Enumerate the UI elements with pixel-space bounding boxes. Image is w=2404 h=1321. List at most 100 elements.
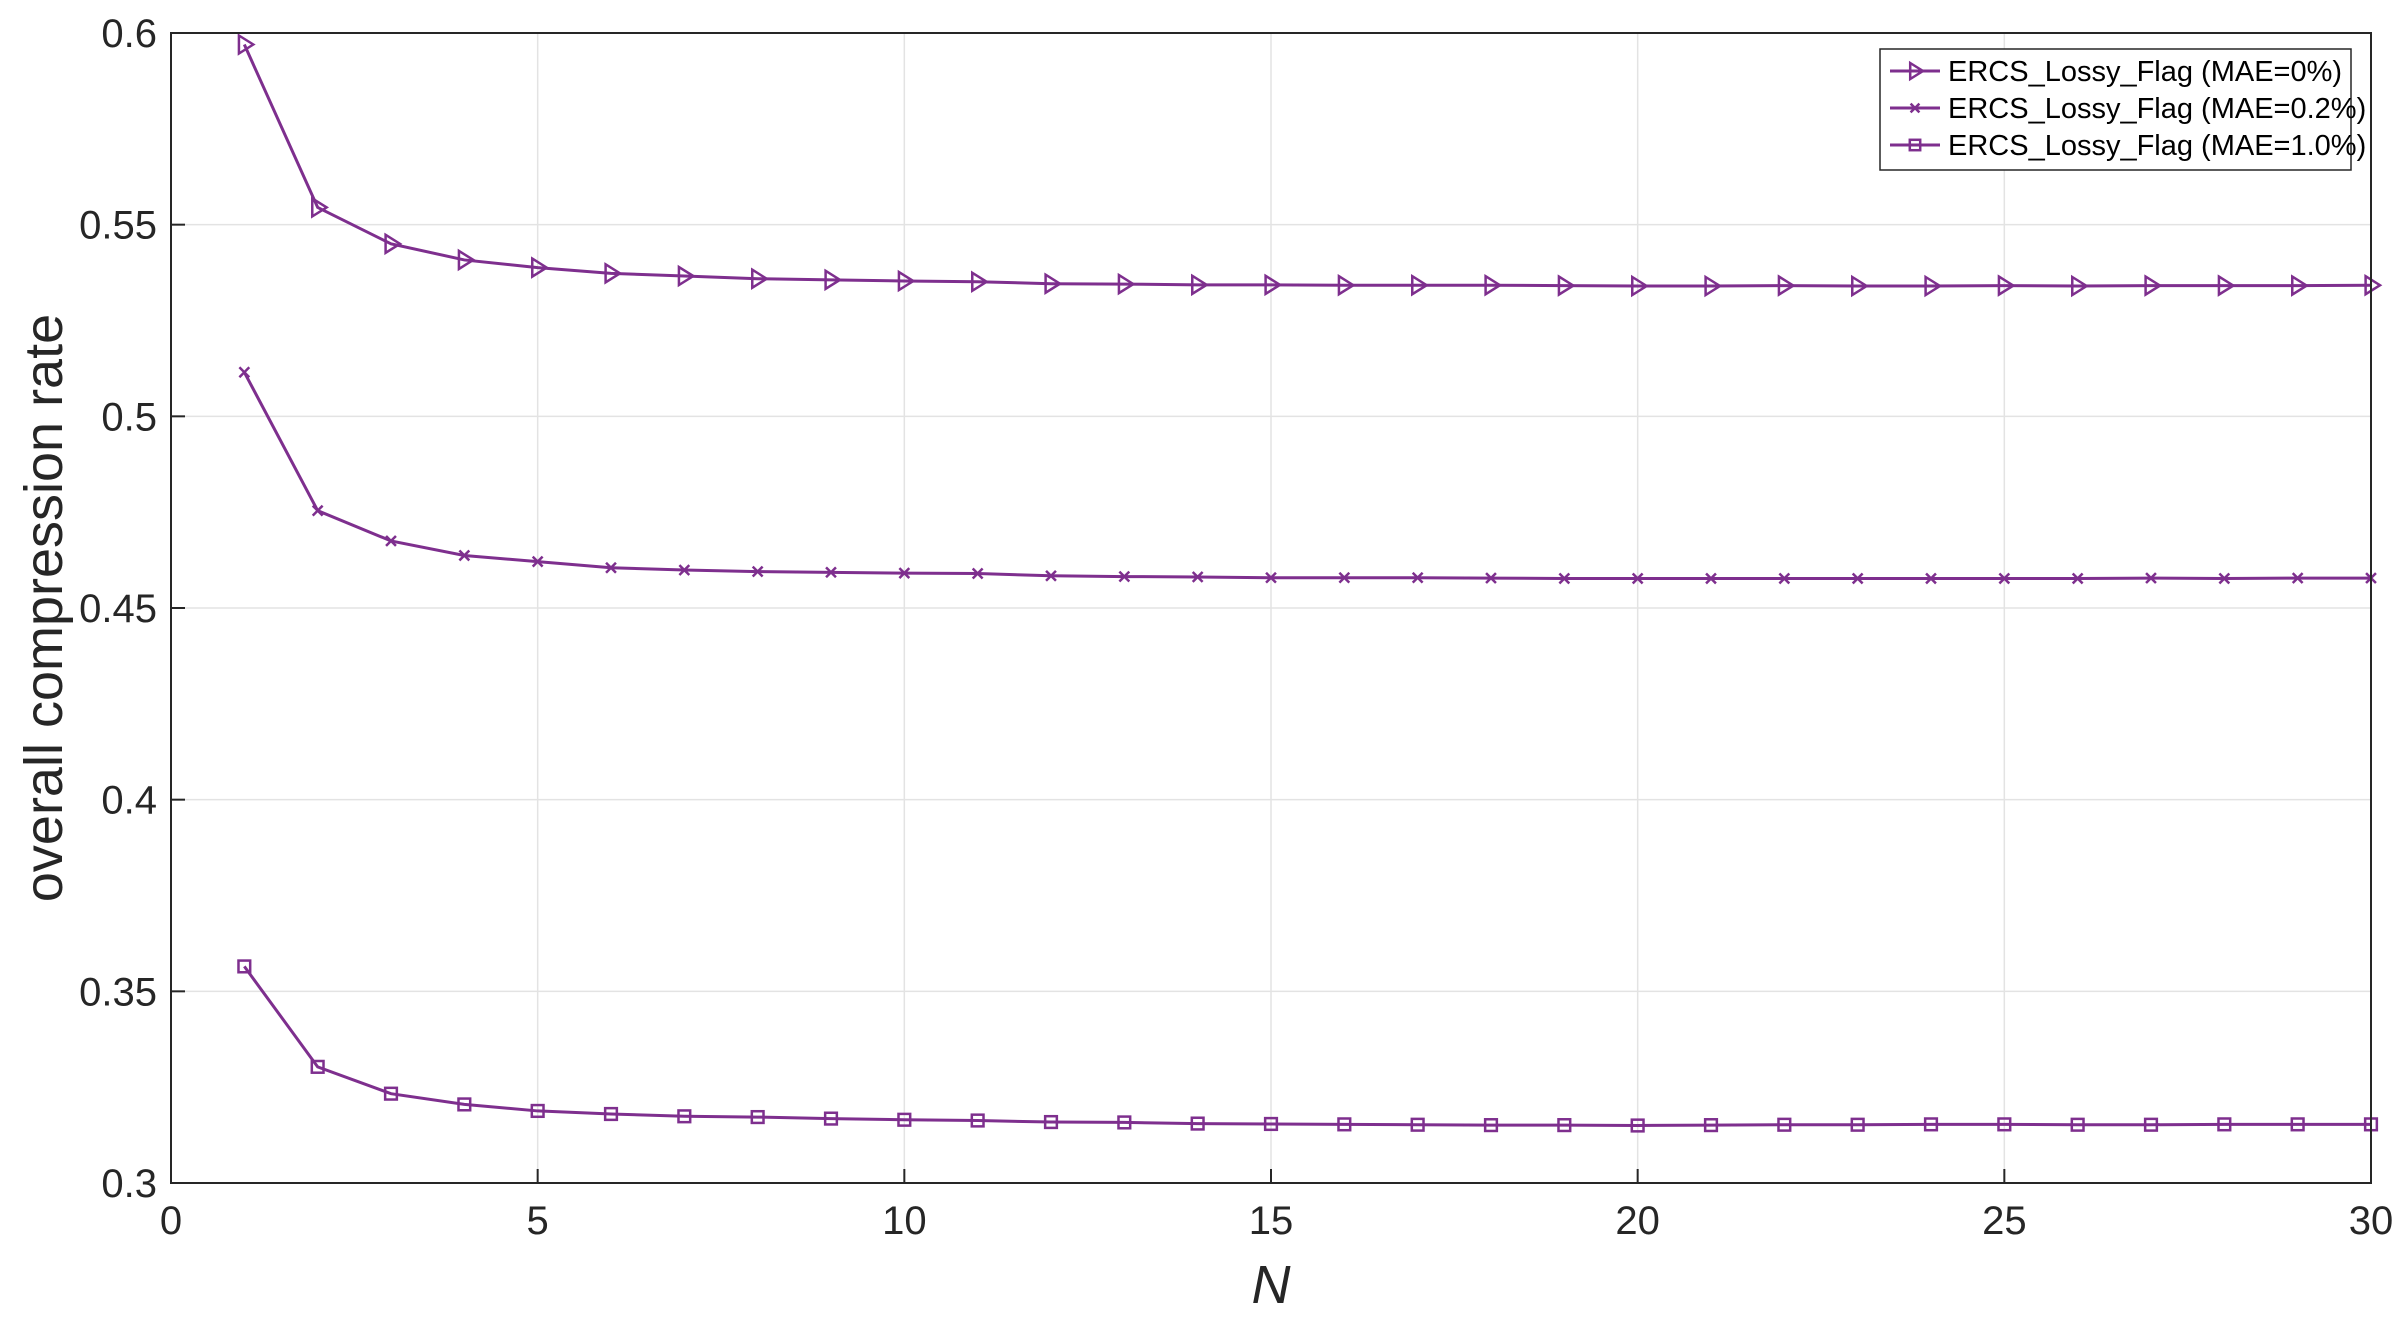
x-axis-title: N [1252,1255,1292,1315]
axis-ticks: 0 5 10 15 20 25 30 0.3 0.35 0.4 0.45 0.5 0.55 0.6 [79,12,2393,1243]
data-point-marker [604,262,623,285]
data-point-marker [1630,1118,1645,1133]
data-point-marker [310,1059,325,1074]
data-point-marker [1191,273,1210,297]
data-point-marker [311,504,324,517]
data-point-marker [531,555,544,568]
marker-stroke [1631,572,1644,585]
data-point-marker [970,1113,985,1128]
y-tick-label: 0.4 [101,779,157,823]
data-point-marker [1264,273,1283,297]
data-point-marker [530,1103,545,1119]
marker-stroke [1485,572,1497,584]
data-point-marker [237,33,256,56]
data-point-marker [2070,1117,2085,1132]
y-tick-label: 0.55 [79,204,157,248]
data-point-marker [2291,274,2310,297]
marker-stroke [751,565,764,578]
series-3 [237,959,2379,1133]
marker-stroke [1411,571,1424,584]
data-point-marker [897,1112,912,1127]
data-point-marker [1265,571,1277,584]
data-point-marker [1924,274,1943,298]
data-point-marker [1631,274,1650,298]
data-point-marker [1411,571,1424,584]
series-2 [238,366,2377,585]
data-point-marker [1117,1115,1132,1130]
marker-stroke [2071,572,2084,585]
marker-stroke [1909,102,1921,114]
marker-stroke [1925,572,1937,585]
data-point-marker [238,366,251,379]
x-tick-label: 25 [1982,1199,2027,1243]
data-point-marker [1191,571,1204,583]
marker-stroke [1998,572,2011,585]
data-point-marker [751,267,770,290]
y-tick-label: 0.5 [101,395,157,439]
marker-stroke [311,504,324,517]
marker-stroke [1851,572,1864,585]
data-point-marker [2071,572,2084,585]
data-point-marker [2218,572,2231,585]
data-point-marker [311,196,330,219]
data-point-marker [1484,273,1503,297]
data-point-marker [751,565,764,578]
series-1 [237,33,2383,298]
data-point-marker [1851,274,1870,298]
marker-stroke [898,567,911,579]
y-tick-label: 0.3 [101,1162,157,1206]
data-point-marker [1410,1117,1425,1132]
data-point-marker [1337,273,1356,297]
x-tick-label: 20 [1615,1199,1660,1243]
data-point-marker [1337,1117,1352,1132]
legend-entry: ERCS_Lossy_Flag (MAE=1.0%) [1890,130,2366,162]
data-point-marker [1851,572,1864,585]
y-tick-label: 0.45 [79,587,157,631]
data-point-marker [2290,1117,2305,1132]
data-point-marker [677,264,696,288]
data-point-marker [385,535,397,547]
data-point-marker [384,232,403,256]
marker-stroke [825,566,837,579]
marker-stroke [1778,572,1791,585]
data-point-marker [1557,274,1576,297]
x-tick-label: 30 [2349,1199,2394,1243]
data-point-marker [2144,274,2163,297]
legend-entry: ERCS_Lossy_Flag (MAE=0%) [1890,56,2342,88]
data-point-marker [1558,572,1571,585]
data-point-marker [531,256,550,279]
marker-stroke [2145,572,2157,584]
data-point-marker [678,564,691,576]
data-point-marker [1908,60,1926,82]
data-point-marker [825,566,837,579]
data-point-marker [1778,572,1791,585]
data-point-marker [1997,1117,2012,1132]
data-point-marker [971,270,990,294]
data-point-marker [457,1097,472,1112]
series-line [243,371,2371,580]
grid-lines [171,33,2371,1183]
data-point-marker [1118,570,1131,583]
data-point-marker [383,1086,399,1101]
marker-stroke [1705,572,1717,585]
x-tick-label: 0 [160,1199,182,1243]
data-point-marker [1263,1116,1279,1132]
marker-stroke [238,366,251,379]
data-point-marker [1909,102,1921,114]
marker-stroke [2218,572,2231,585]
data-point-marker [2217,1117,2232,1132]
legend: ERCS_Lossy_Flag (MAE=0%) ERCS_Lossy_Flag … [1879,48,2366,171]
legend-box [1879,48,2352,171]
data-point-marker [897,269,916,293]
data-point-marker [2071,274,2090,298]
marker-stroke [678,564,691,576]
data-point-marker [1631,572,1644,585]
data-point-marker [971,567,984,580]
data-point-marker [1923,1117,1939,1132]
data-point-marker [1908,138,1922,152]
data-point-marker [1777,274,1796,297]
data-point-marker [1925,572,1937,585]
marker-stroke [1118,570,1131,583]
data-point-marker [1411,273,1430,297]
data-point-marker [1850,1117,1865,1132]
